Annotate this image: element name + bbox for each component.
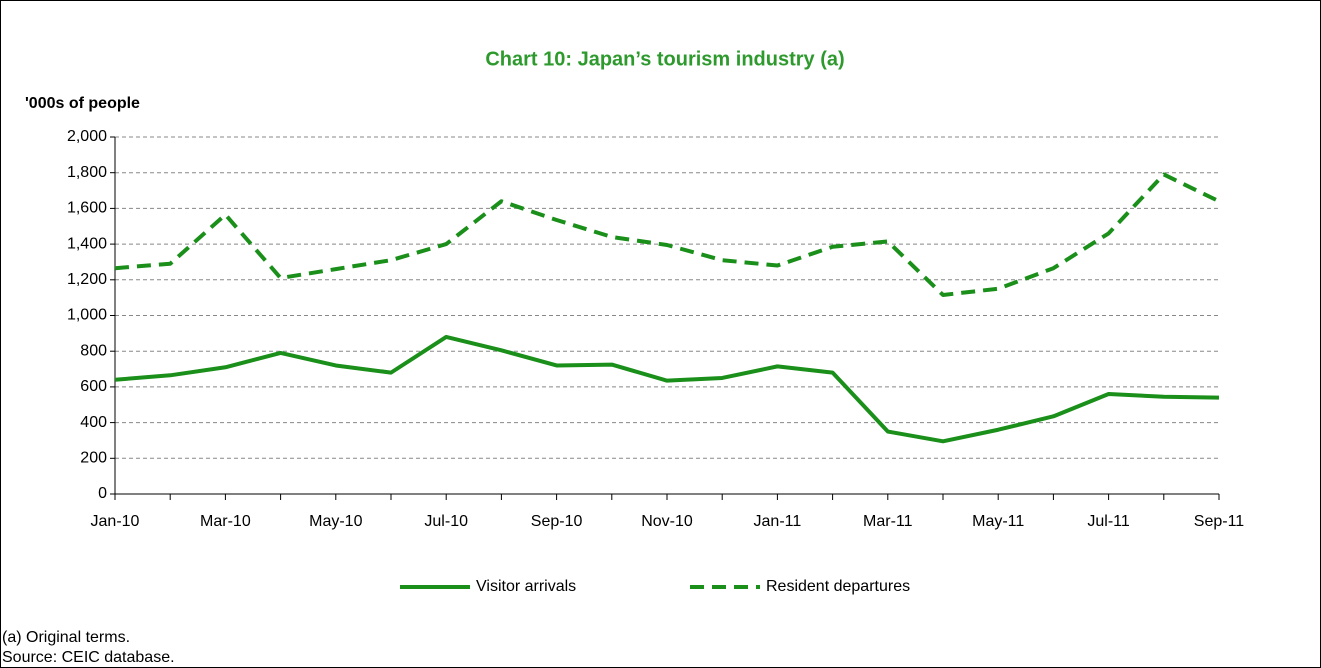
series-line [114,172,1220,297]
x-tick-label: Mar-11 [863,513,913,530]
y-tick-label: 800 [80,342,107,359]
y-tick-label: 0 [98,485,107,502]
note: Source: CEIC database. [2,649,175,666]
y-tick-label: 600 [80,378,107,395]
y-tick-label: 1,000 [67,307,107,324]
y-tick-label: 1,600 [67,200,107,217]
x-tick-label: Nov-10 [641,513,693,530]
x-tick-label: Sep-10 [531,513,583,530]
y-tick-label: 1,200 [67,271,107,288]
x-tick-label: May-10 [309,513,362,530]
x-tick-label: Jan-10 [91,513,140,530]
x-tick-label: Jul-10 [424,513,468,530]
y-tick-label: 400 [80,414,107,431]
legend-label: Resident departures [766,578,910,595]
y-axis-label: '000s of people [25,95,140,112]
y-tick-label: 1,400 [67,235,107,252]
y-tick-label: 2,000 [67,128,107,145]
note: (a) Original terms. [2,629,130,646]
y-tick-label: 1,800 [67,164,107,181]
x-tick-label: Mar-10 [200,513,251,530]
y-tick-label: 200 [80,450,107,467]
series-line [114,334,1220,444]
chart-title: Chart 10: Japan’s tourism industry (a) [485,48,844,70]
legend-label: Visitor arrivals [476,578,576,595]
x-tick-label: May-11 [972,513,1024,530]
x-tick-label: Jul-11 [1087,513,1129,530]
x-tick-label: Sep-11 [1194,513,1245,530]
x-tick-label: Jan-11 [754,513,802,530]
